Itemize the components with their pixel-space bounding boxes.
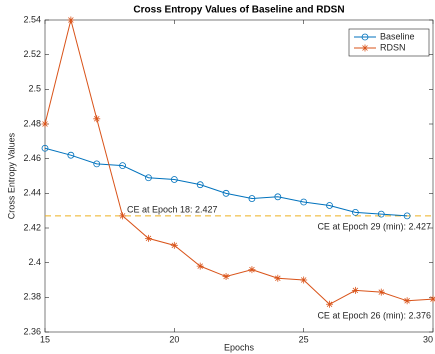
x-tick-label: 25 xyxy=(299,334,309,344)
y-tick-label: 2.46 xyxy=(23,153,41,163)
marker xyxy=(41,144,49,152)
series-line xyxy=(44,147,408,217)
annotation: CE at Epoch 26 (min): 2.376 xyxy=(317,310,431,320)
marker xyxy=(170,241,178,249)
chart-title: Cross Entropy Values of Baseline and RDS… xyxy=(133,5,344,16)
x-tick-label: 15 xyxy=(40,334,50,344)
marker xyxy=(222,273,230,281)
marker xyxy=(248,195,256,202)
y-tick-label: 2.36 xyxy=(23,326,41,336)
marker xyxy=(274,193,282,201)
marker xyxy=(326,202,333,209)
marker xyxy=(377,210,385,218)
y-tick-label: 2.38 xyxy=(23,292,41,302)
y-tick-label: 2.44 xyxy=(23,188,41,198)
marker xyxy=(222,189,230,197)
marker xyxy=(41,120,49,128)
marker xyxy=(170,176,178,183)
marker xyxy=(248,266,256,274)
marker xyxy=(196,181,204,189)
marker xyxy=(67,151,75,159)
series-line xyxy=(44,19,434,305)
y-tick-label: 2.54 xyxy=(23,14,41,24)
legend-marker xyxy=(361,44,369,52)
marker xyxy=(300,198,308,206)
legend-box xyxy=(348,28,430,57)
y-tick-label: 2.42 xyxy=(23,222,41,232)
marker xyxy=(403,297,411,305)
annotation: CE at Epoch 18: 2.427 xyxy=(127,204,218,214)
marker xyxy=(274,274,282,282)
marker xyxy=(377,288,385,296)
legend-label: Baseline xyxy=(380,31,415,41)
x-tick-label: 30 xyxy=(423,334,433,344)
y-tick-label: 2.5 xyxy=(28,84,41,94)
x-tick-label: 20 xyxy=(169,334,179,344)
marker xyxy=(351,208,359,216)
legend-label: RDSN xyxy=(380,42,406,52)
marker xyxy=(145,174,152,182)
marker xyxy=(144,234,152,242)
marker xyxy=(351,286,359,294)
annotation: CE at Epoch 29 (min): 2.427 xyxy=(317,221,431,231)
marker xyxy=(93,115,101,123)
marker xyxy=(300,276,308,284)
marker xyxy=(429,295,435,303)
y-tick-label: 2.4 xyxy=(28,257,41,267)
y-axis-label: Cross Entropy Values xyxy=(6,132,16,219)
plot-area xyxy=(44,19,434,333)
marker xyxy=(196,262,204,270)
marker xyxy=(67,16,75,24)
marker xyxy=(93,160,101,168)
marker xyxy=(326,300,334,308)
marker xyxy=(119,212,127,220)
y-tick-label: 2.48 xyxy=(23,118,41,128)
legend-marker xyxy=(361,33,369,41)
marker xyxy=(119,162,126,170)
marker xyxy=(403,212,411,220)
x-axis-label: Epochs xyxy=(224,342,255,352)
y-tick-label: 2.52 xyxy=(23,49,41,59)
